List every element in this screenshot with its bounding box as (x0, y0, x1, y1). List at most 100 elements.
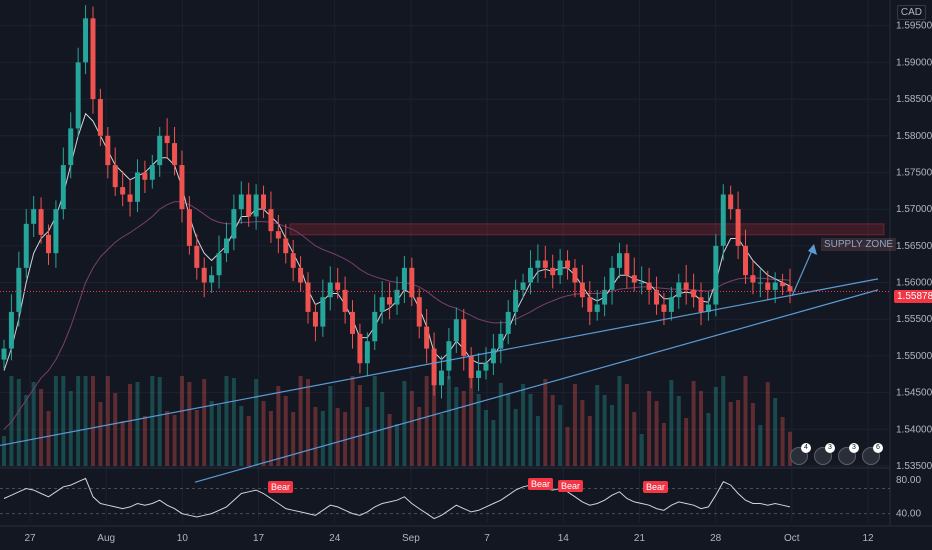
candle-body (312, 311, 318, 327)
volume-bar (350, 376, 355, 466)
candle-body (357, 333, 363, 364)
candle-body (179, 165, 185, 210)
volume-bar (424, 376, 429, 466)
candle-body (16, 267, 22, 312)
volume-bar (283, 396, 288, 466)
candle-body (60, 165, 66, 210)
volume-bar (16, 379, 21, 466)
candle-body (416, 297, 422, 327)
volume-bar (595, 385, 600, 466)
candle-body (120, 187, 126, 195)
volume-bar (788, 431, 792, 466)
candle-body (757, 282, 763, 284)
trendline[interactable] (194, 289, 879, 483)
candle-body (350, 311, 356, 334)
volume-bar (498, 383, 503, 466)
event-icon[interactable]: 6 (862, 443, 883, 465)
event-icon[interactable]: 4 (790, 443, 811, 465)
candle-body (401, 267, 407, 290)
candle-body (90, 18, 96, 100)
volume-bar (587, 416, 592, 466)
price-tick-label: 1.56000 (896, 278, 932, 289)
candle-body (172, 143, 178, 166)
candle-body (194, 245, 200, 268)
candle-body (290, 253, 296, 268)
candle-body (579, 282, 585, 298)
volume-bar (335, 408, 340, 466)
volume-bar (713, 387, 718, 466)
date-tick-label: Aug (97, 533, 115, 544)
volume-bar (291, 412, 296, 466)
volume-bar (254, 379, 259, 466)
candle-body (446, 341, 452, 371)
date-tick-label: 17 (253, 533, 265, 544)
candle-body (75, 62, 81, 129)
volume-bar (365, 407, 370, 466)
price-tick-label: 1.56500 (896, 241, 932, 252)
volume-bar (179, 376, 184, 466)
volume-bar (142, 416, 147, 466)
candle-body (668, 297, 674, 312)
candle-body (53, 209, 59, 254)
price-tick-label: 1.54000 (896, 424, 932, 435)
volume-bar (647, 391, 652, 466)
volume-bar (758, 425, 763, 466)
volume-bar (535, 416, 540, 466)
event-count-badge: 6 (873, 443, 883, 453)
event-icon[interactable]: 3 (838, 443, 859, 465)
candle-body (646, 282, 652, 290)
volume-bar (506, 393, 511, 466)
candle-body (216, 253, 222, 276)
volume-bar (53, 376, 58, 466)
volume-bar (83, 376, 88, 466)
volume-bar (602, 395, 607, 466)
candle-body (438, 370, 444, 386)
volume-bar (261, 401, 266, 466)
volume-bar (231, 378, 236, 466)
candle-body (513, 289, 519, 312)
candle-body (364, 341, 370, 364)
date-tick-label: 14 (558, 533, 570, 544)
candle-body (387, 297, 393, 305)
volume-bar (521, 384, 526, 466)
candle-body (186, 209, 192, 246)
volume-bar (684, 418, 689, 466)
candle-body (38, 209, 44, 235)
candle-body (149, 165, 155, 180)
volume-bar (469, 376, 474, 466)
candle-body (639, 282, 645, 284)
volume-bar (476, 394, 481, 466)
event-icon[interactable]: 3 (814, 443, 835, 465)
price-tick-label: 1.54500 (896, 388, 932, 399)
bear-signal-label: Bear (268, 481, 294, 493)
volume-bar (194, 410, 199, 466)
supply-zone-rect (289, 223, 885, 236)
candle-body (594, 304, 600, 312)
candle-body (624, 253, 630, 276)
candle-body (112, 165, 118, 188)
trendline[interactable] (0, 278, 879, 447)
price-tick-label: 1.58500 (896, 94, 932, 105)
volume-bar (780, 417, 785, 466)
candle-body (750, 275, 756, 283)
oscillator-line (3, 477, 791, 520)
volume-bar (432, 380, 437, 466)
date-tick-label: 27 (24, 533, 36, 544)
candle-body (490, 348, 496, 364)
volume-bar (691, 381, 696, 466)
volume-bar (528, 394, 533, 466)
volume-bar (721, 376, 726, 466)
volume-bar (736, 400, 741, 466)
currency-badge[interactable]: CAD (896, 5, 926, 20)
date-tick-label: Oct (784, 533, 800, 544)
candle-body (298, 267, 304, 283)
candle-body (765, 282, 771, 290)
candle-body (223, 238, 229, 254)
bear-signal-label: Bear (643, 481, 669, 493)
supply-zone-label: SUPPLY ZONE (821, 238, 897, 251)
candle-body (372, 311, 378, 342)
candle-body (691, 289, 697, 298)
volume-bar (68, 391, 73, 466)
